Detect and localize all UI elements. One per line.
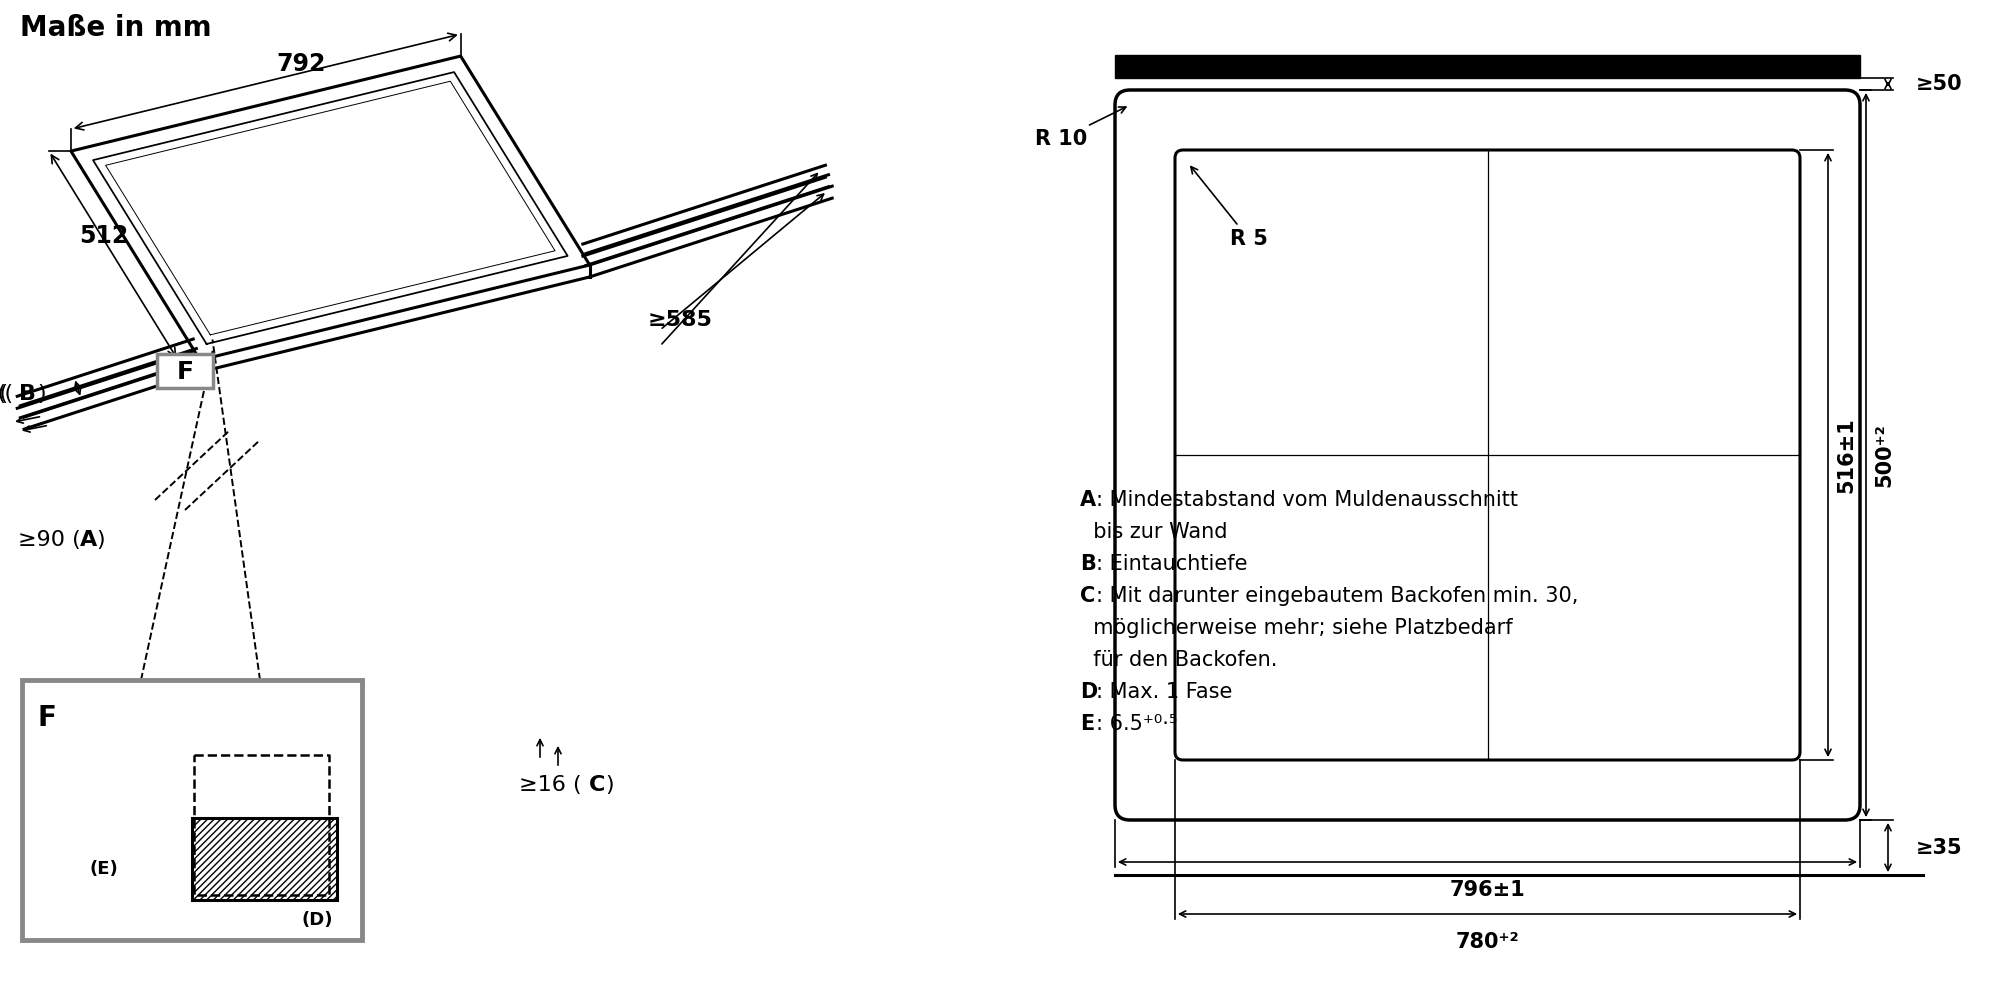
Text: ≥50: ≥50 — [1916, 74, 1962, 94]
Text: 512: 512 — [78, 224, 128, 248]
Text: F: F — [176, 360, 194, 384]
Text: für den Backofen.: für den Backofen. — [1080, 650, 1278, 670]
Text: 51 (: 51 ( — [0, 384, 14, 404]
Text: D: D — [1080, 682, 1098, 702]
Text: : Mindestabstand vom Muldenausschnitt: : Mindestabstand vom Muldenausschnitt — [1096, 490, 1518, 510]
Text: R 10: R 10 — [1036, 107, 1126, 149]
FancyBboxPatch shape — [22, 680, 362, 940]
Text: : 6.5⁺⁰⋅⁵: : 6.5⁺⁰⋅⁵ — [1096, 714, 1178, 734]
Text: 51 (: 51 ( — [0, 384, 8, 404]
Text: bis zur Wand: bis zur Wand — [1080, 522, 1228, 542]
Text: ≥16 (: ≥16 ( — [518, 775, 582, 795]
Text: (E): (E) — [90, 860, 118, 878]
Text: ≥35: ≥35 — [1916, 838, 1962, 857]
Text: 780⁺²: 780⁺² — [1456, 932, 1520, 952]
Text: : Max. 1 Fase: : Max. 1 Fase — [1096, 682, 1232, 702]
Text: B: B — [18, 384, 36, 404]
Text: ): ) — [96, 530, 104, 550]
Text: ): ) — [606, 775, 614, 795]
Text: 792: 792 — [276, 52, 326, 76]
Text: : Mit darunter eingebautem Backofen min. 30,: : Mit darunter eingebautem Backofen min.… — [1096, 586, 1578, 606]
Text: C: C — [588, 775, 606, 795]
Text: F: F — [38, 704, 56, 732]
Text: (D): (D) — [302, 911, 332, 929]
Text: ): ) — [36, 384, 46, 404]
Text: E: E — [1080, 714, 1094, 734]
Text: 796±1: 796±1 — [1450, 880, 1526, 900]
Text: C: C — [1080, 586, 1096, 606]
Text: B: B — [1080, 554, 1096, 574]
Text: möglicherweise mehr; siehe Platzbedarf: möglicherweise mehr; siehe Platzbedarf — [1080, 618, 1512, 638]
Text: R 5: R 5 — [1190, 167, 1268, 249]
Text: A: A — [1080, 490, 1096, 510]
Text: 51 (: 51 ( — [0, 384, 6, 404]
Text: 516±1: 516±1 — [1836, 417, 1856, 493]
Text: ≥585: ≥585 — [648, 310, 712, 330]
Bar — [1116, 55, 1860, 78]
Text: ≥90 (: ≥90 ( — [18, 530, 80, 550]
Text: A: A — [80, 530, 98, 550]
Text: Maße in mm: Maße in mm — [20, 14, 212, 42]
Text: : Eintauchtiefe: : Eintauchtiefe — [1096, 554, 1248, 574]
FancyBboxPatch shape — [158, 354, 214, 388]
Text: 500⁺²: 500⁺² — [1874, 423, 1894, 487]
Polygon shape — [192, 818, 336, 900]
